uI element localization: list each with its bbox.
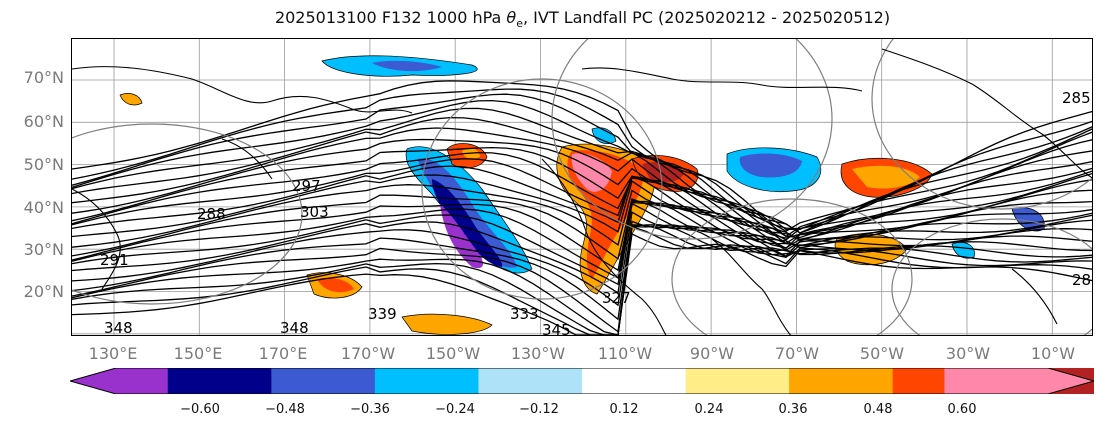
theta-e-contour-line [72,233,1092,335]
colorbar-tick: −0.48 [265,402,305,417]
contour-label: 345 [542,321,571,336]
contour-label: 288 [197,205,226,223]
contour-label: 327 [602,289,631,307]
lat-label: 30°N [23,240,64,259]
colorbar-segment [271,368,376,394]
colorbar-tick: −0.36 [350,402,390,417]
contour-label: 333 [510,305,539,323]
colorbar-segment [944,368,1094,394]
title-theta: θ [506,8,517,27]
theta-e-contour-line [72,151,1092,242]
colorbar-tick: 0.12 [609,402,639,417]
colorbar-segment [478,368,583,394]
contour-label: 348 [104,319,133,336]
lat-label: 60°N [23,112,64,131]
lat-label: 20°N [23,282,64,301]
colorbar-segment [582,368,687,394]
contour-label: 291 [100,251,129,269]
colorbar-segments [70,368,1094,394]
colorbar-tick: 0.48 [863,402,893,417]
theta-e-contour-line [72,224,1092,335]
colorbar-segment [374,368,479,394]
contour-label-group: 291 288 297 303 348 348 339 333 345 327 … [100,89,1093,336]
title-main: 2025013100 F132 1000 hPa [274,8,507,27]
theta-e-contour-line [72,224,1092,335]
colorbar-tick: −0.12 [519,402,559,417]
colorbar-tick: −0.24 [435,402,475,417]
lon-label: 150°W [425,344,481,363]
theta-e-contour-line [72,225,1092,335]
lon-label: 110°W [597,344,653,363]
contour-label: 282 [1072,271,1093,289]
theta-e-contour-line [72,146,1092,240]
lon-label: 90°W [689,344,735,363]
lon-label: 70°W [774,344,820,363]
colorbar [70,368,1094,394]
lon-label: 150°E [173,344,223,363]
coastlines [72,48,1092,335]
theta-e-contour-line [72,194,1092,260]
contour-label: 285 [1062,89,1091,107]
lat-label: 70°N [23,68,64,87]
title-rest: , IVT Landfall PC (2025020212 - 20250205… [523,8,891,27]
theta-e-contour-line [72,200,1092,279]
contour-label: 348 [280,319,309,336]
colorbar-segment [789,368,894,394]
lon-label: 170°W [340,344,396,363]
theta-e-contour-line [72,158,1092,239]
lat-label: 50°N [23,155,64,174]
contour-label: 303 [300,203,329,221]
colorbar-tick: 0.36 [778,402,808,417]
lon-label: 130°W [510,344,566,363]
lat-label: 40°N [23,198,64,217]
colorbar-tick: −0.60 [180,402,220,417]
colorbar-segment [685,368,790,394]
lon-label: 170°E [258,344,308,363]
lon-label: 130°E [88,344,138,363]
map-panel: 291 288 297 303 348 348 339 333 345 327 … [71,38,1093,336]
lon-label: 10°W [1030,344,1076,363]
theta-e-contour-line [72,93,1092,234]
map-canvas: 291 288 297 303 348 348 339 333 345 327 … [72,39,1093,336]
title-subscript: e [516,17,523,31]
ivt-contours [72,39,1092,335]
theta-e-contour-line [72,116,1092,238]
colorbar-segment [167,368,272,394]
lon-label: 30°W [945,344,991,363]
theta-e-contour-line [72,107,1092,231]
map-title: 2025013100 F132 1000 hPa θe, IVT Landfal… [0,8,1105,30]
colorbar-tick: 0.60 [947,402,977,417]
theta-e-contour-line [72,165,1092,245]
colorbar-tick: 0.24 [694,402,724,417]
contour-label: 339 [368,305,397,323]
contour-label: 297 [292,177,321,195]
theta-e-contour-line [72,80,1092,232]
theta-e-contour-line [72,201,1092,272]
theta-e-contour-line [72,224,1092,333]
lon-label: 50°W [859,344,905,363]
